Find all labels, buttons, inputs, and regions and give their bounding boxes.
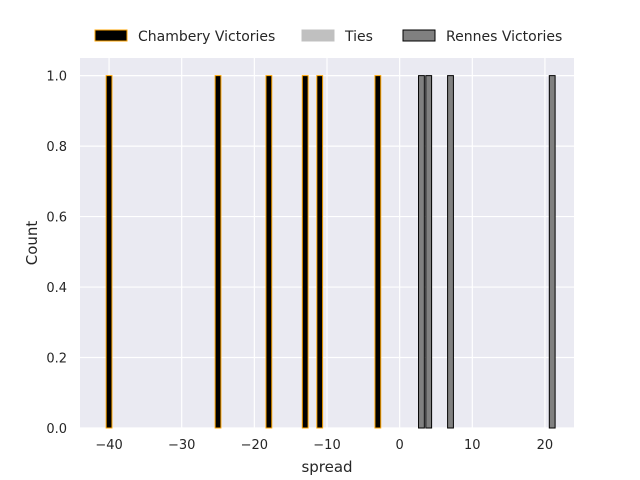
bar <box>105 75 113 429</box>
y-tick-label: 0.6 <box>46 211 67 226</box>
bar <box>548 75 556 429</box>
bar <box>214 75 222 429</box>
grid <box>80 58 574 429</box>
bar <box>265 75 273 429</box>
bar <box>425 75 433 429</box>
x-tick-label: −40 <box>95 438 122 453</box>
bar <box>447 75 454 429</box>
bar <box>316 75 324 429</box>
x-tick-label: −10 <box>313 438 340 453</box>
legend-swatch <box>301 29 335 42</box>
y-axis-label: Count <box>23 221 41 266</box>
bar <box>374 75 382 429</box>
x-tick-label: 0 <box>396 438 404 453</box>
y-tick-label: 0.4 <box>46 281 67 296</box>
x-axis-label: spread <box>301 458 352 476</box>
x-tick-label: 20 <box>537 438 554 453</box>
legend-swatch <box>402 29 436 42</box>
y-axis-ticks: 0.0 0.2 0.4 0.6 0.8 1.0 <box>46 70 67 437</box>
legend: Chambery Victories Ties Rennes Victories <box>94 29 562 45</box>
y-tick-label: 0.2 <box>46 352 67 367</box>
legend-swatch <box>94 29 128 42</box>
legend-label: Chambery Victories <box>138 29 275 45</box>
legend-label: Ties <box>344 29 373 45</box>
legend-label: Rennes Victories <box>446 29 562 45</box>
bar <box>301 75 309 429</box>
y-tick-label: 1.0 <box>46 70 67 85</box>
y-tick-label: 0.0 <box>46 422 67 437</box>
x-tick-label: 10 <box>464 438 481 453</box>
y-tick-label: 0.8 <box>46 140 67 155</box>
bar <box>418 75 425 429</box>
x-tick-label: −20 <box>241 438 268 453</box>
bars <box>105 75 556 429</box>
x-axis-ticks: −40 −30 −20 −10 0 10 20 <box>95 438 553 453</box>
x-tick-label: −30 <box>168 438 195 453</box>
